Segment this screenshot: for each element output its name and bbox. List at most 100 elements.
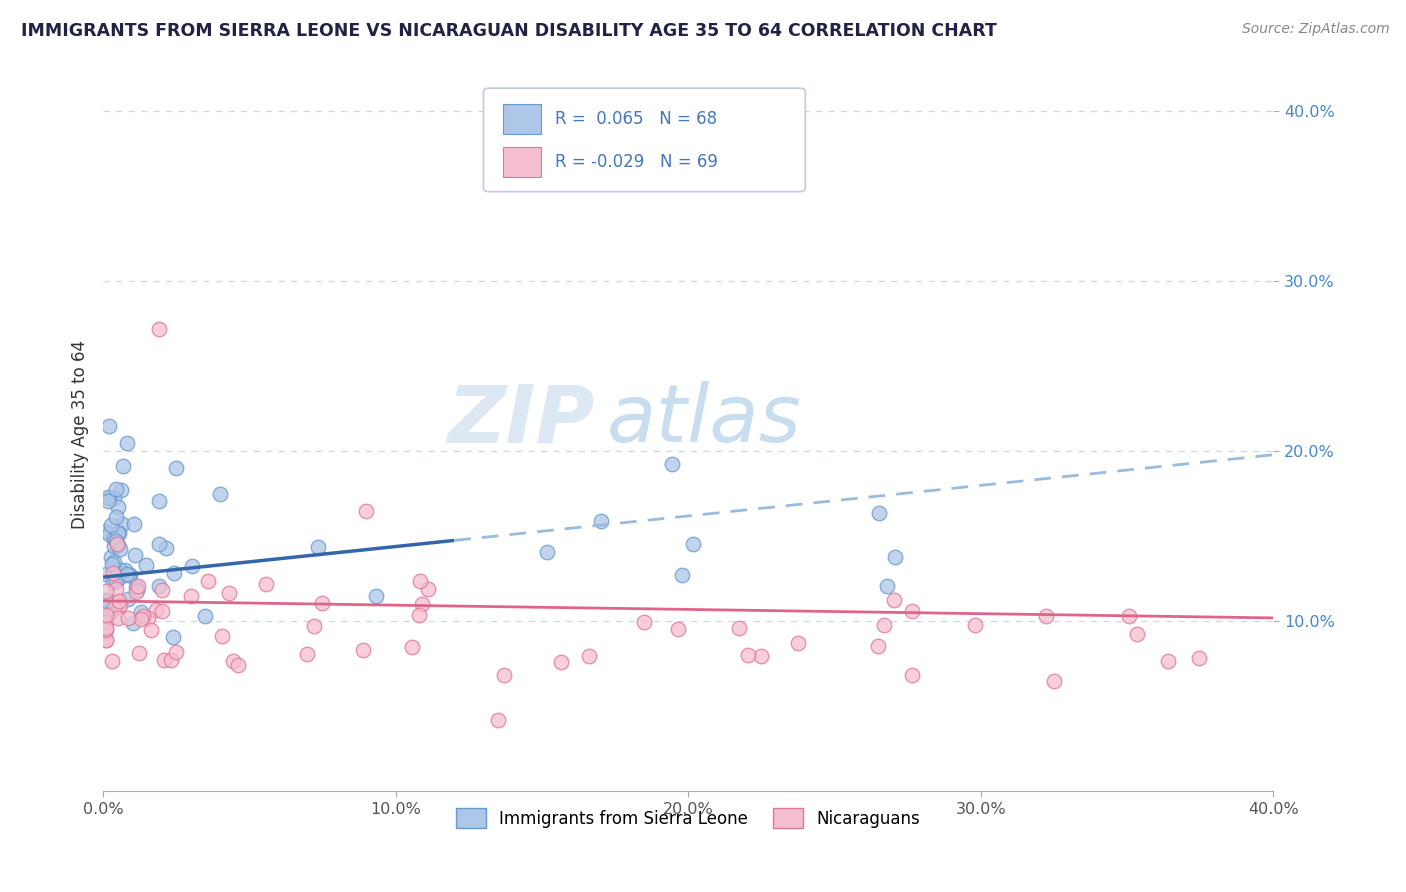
Point: [307, 540, 329, 554]
Point: [127, 583, 149, 598]
Point: [124, 548, 146, 562]
Text: R =  0.065   N = 68: R = 0.065 N = 68: [555, 110, 717, 128]
Point: [148, 493, 170, 508]
Point: [122, 517, 145, 532]
Point: [160, 653, 183, 667]
Point: [108, 526, 131, 541]
Point: [876, 579, 898, 593]
Point: [1126, 626, 1149, 640]
Point: [105, 569, 128, 583]
Point: [117, 591, 139, 606]
Text: R = -0.029   N = 69: R = -0.029 N = 69: [555, 153, 717, 171]
Point: [883, 593, 905, 607]
Point: [129, 605, 152, 619]
Point: [671, 568, 693, 582]
Point: [181, 559, 204, 574]
Text: IMMIGRANTS FROM SIERRA LEONE VS NICARAGUAN DISABILITY AGE 35 TO 64 CORRELATION C: IMMIGRANTS FROM SIERRA LEONE VS NICARAGU…: [21, 22, 997, 40]
Point: [101, 558, 124, 572]
Point: [165, 461, 187, 475]
Point: [682, 537, 704, 551]
Point: [110, 542, 132, 557]
Point: [408, 608, 430, 623]
Point: [110, 563, 132, 577]
Point: [661, 457, 683, 471]
Point: [148, 537, 170, 551]
Point: [104, 482, 127, 496]
Point: [153, 653, 176, 667]
Point: [97, 491, 120, 505]
Point: [135, 558, 157, 572]
Point: [108, 599, 131, 614]
Point: [104, 510, 127, 524]
Point: [141, 623, 163, 637]
Point: [132, 608, 155, 623]
Point: [1157, 654, 1180, 668]
Point: [162, 631, 184, 645]
Point: [96, 594, 118, 608]
Point: [197, 574, 219, 589]
Point: [105, 564, 128, 578]
Point: [1118, 608, 1140, 623]
Point: [873, 618, 896, 632]
Point: [222, 653, 245, 667]
Point: [98, 527, 121, 541]
Point: [98, 418, 121, 433]
Point: [150, 604, 173, 618]
Point: [211, 629, 233, 643]
Point: [118, 567, 141, 582]
Point: [883, 550, 905, 565]
Point: [728, 621, 751, 635]
Point: [103, 532, 125, 546]
FancyBboxPatch shape: [503, 147, 541, 178]
Point: [737, 648, 759, 662]
Point: [401, 640, 423, 654]
Point: [103, 491, 125, 506]
Point: [633, 615, 655, 629]
Text: Source: ZipAtlas.com: Source: ZipAtlas.com: [1241, 22, 1389, 37]
Point: [107, 500, 129, 514]
Point: [150, 583, 173, 598]
Point: [103, 601, 125, 615]
Point: [1035, 608, 1057, 623]
Point: [965, 618, 987, 632]
Point: [356, 504, 378, 518]
Point: [901, 604, 924, 618]
Point: [104, 534, 127, 549]
Point: [97, 490, 120, 504]
Point: [103, 555, 125, 569]
Point: [302, 619, 325, 633]
Point: [94, 633, 117, 648]
Point: [868, 507, 890, 521]
Point: [352, 643, 374, 657]
Point: [107, 526, 129, 541]
Point: [550, 655, 572, 669]
Text: atlas: atlas: [606, 381, 801, 459]
Point: [486, 713, 509, 727]
Point: [900, 668, 922, 682]
Point: [165, 645, 187, 659]
Point: [94, 632, 117, 647]
Point: [100, 606, 122, 620]
Point: [94, 608, 117, 623]
Point: [578, 649, 600, 664]
Point: [94, 566, 117, 581]
FancyBboxPatch shape: [503, 103, 541, 134]
Point: [97, 494, 120, 508]
Point: [254, 576, 277, 591]
Point: [114, 563, 136, 577]
Point: [111, 516, 134, 531]
Point: [94, 623, 117, 637]
Point: [107, 610, 129, 624]
Point: [589, 514, 612, 528]
Point: [112, 458, 135, 473]
Point: [668, 622, 690, 636]
Point: [209, 487, 232, 501]
Point: [107, 538, 129, 552]
Point: [94, 592, 117, 607]
Point: [94, 615, 117, 629]
Point: [94, 584, 117, 599]
Point: [787, 636, 810, 650]
Point: [311, 596, 333, 610]
Point: [155, 541, 177, 555]
Point: [103, 539, 125, 553]
